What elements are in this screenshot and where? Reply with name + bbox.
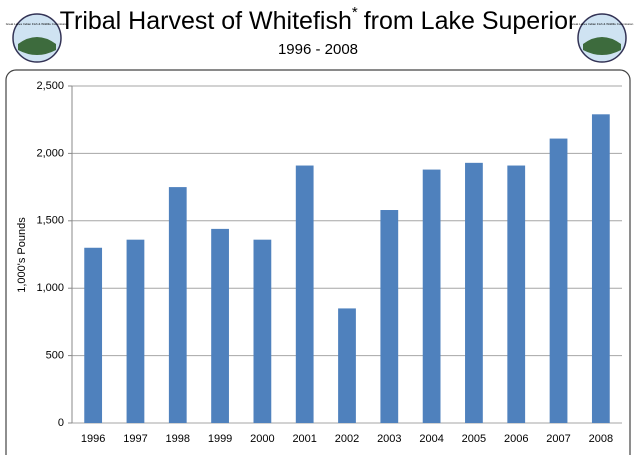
logo-text: Great Lakes Indian Fish & Wildlife Commi… [6,22,69,26]
x-tick-label: 1996 [81,433,105,445]
x-tick-label: 2008 [589,433,613,445]
bar [338,308,356,423]
bar [84,247,103,423]
logo-text: Great Lakes Indian Fish & Wildlife Commi… [571,22,634,26]
bar [126,239,145,423]
bar [507,165,526,424]
x-tick-label: 1999 [208,433,232,445]
y-tick-label: 2,000 [36,147,64,159]
bar [380,210,399,423]
x-tick-label: 2006 [504,433,528,445]
logo-shape [18,37,56,55]
bar [422,169,441,423]
plot-frame [5,69,631,455]
bar [168,187,187,423]
y-tick-label: 500 [46,350,64,362]
title-mark: * [352,4,358,21]
x-tick-label: 2001 [292,433,316,445]
y-axis-label: 1,000's Pounds [16,217,28,293]
bar [465,162,483,423]
chart-title: Tribal Harvest of Whitefish* from Lake Su… [60,4,577,35]
bar [253,239,272,423]
bar [549,138,568,423]
x-tick-label: 2005 [462,433,486,445]
x-tick-label: 2003 [377,433,401,445]
title-main: Tribal Harvest of Whitefish [60,7,352,35]
y-tick-label: 1,000 [36,282,64,294]
x-tick-label: 1998 [166,433,190,445]
y-tick-label: 2,500 [36,80,64,92]
x-tick-label: 2000 [250,433,274,445]
chart-subtitle: 1996 - 2008 [278,41,358,58]
y-tick-label: 1,500 [36,215,64,227]
title-rest: from Lake Superior [364,7,577,35]
y-tick-label: 0 [58,417,64,429]
logo-right: Great Lakes Indian Fish & Wildlife Commi… [571,13,634,63]
x-tick-label: 2007 [546,433,570,445]
bar [295,165,314,424]
logo-left: Great Lakes Indian Fish & Wildlife Commi… [6,13,69,63]
x-tick-label: 1997 [123,433,147,445]
bar [211,228,229,423]
x-tick-label: 2004 [419,433,443,445]
x-tick-label: 2002 [335,433,359,445]
logo-shape [583,37,621,55]
bar [591,114,610,424]
